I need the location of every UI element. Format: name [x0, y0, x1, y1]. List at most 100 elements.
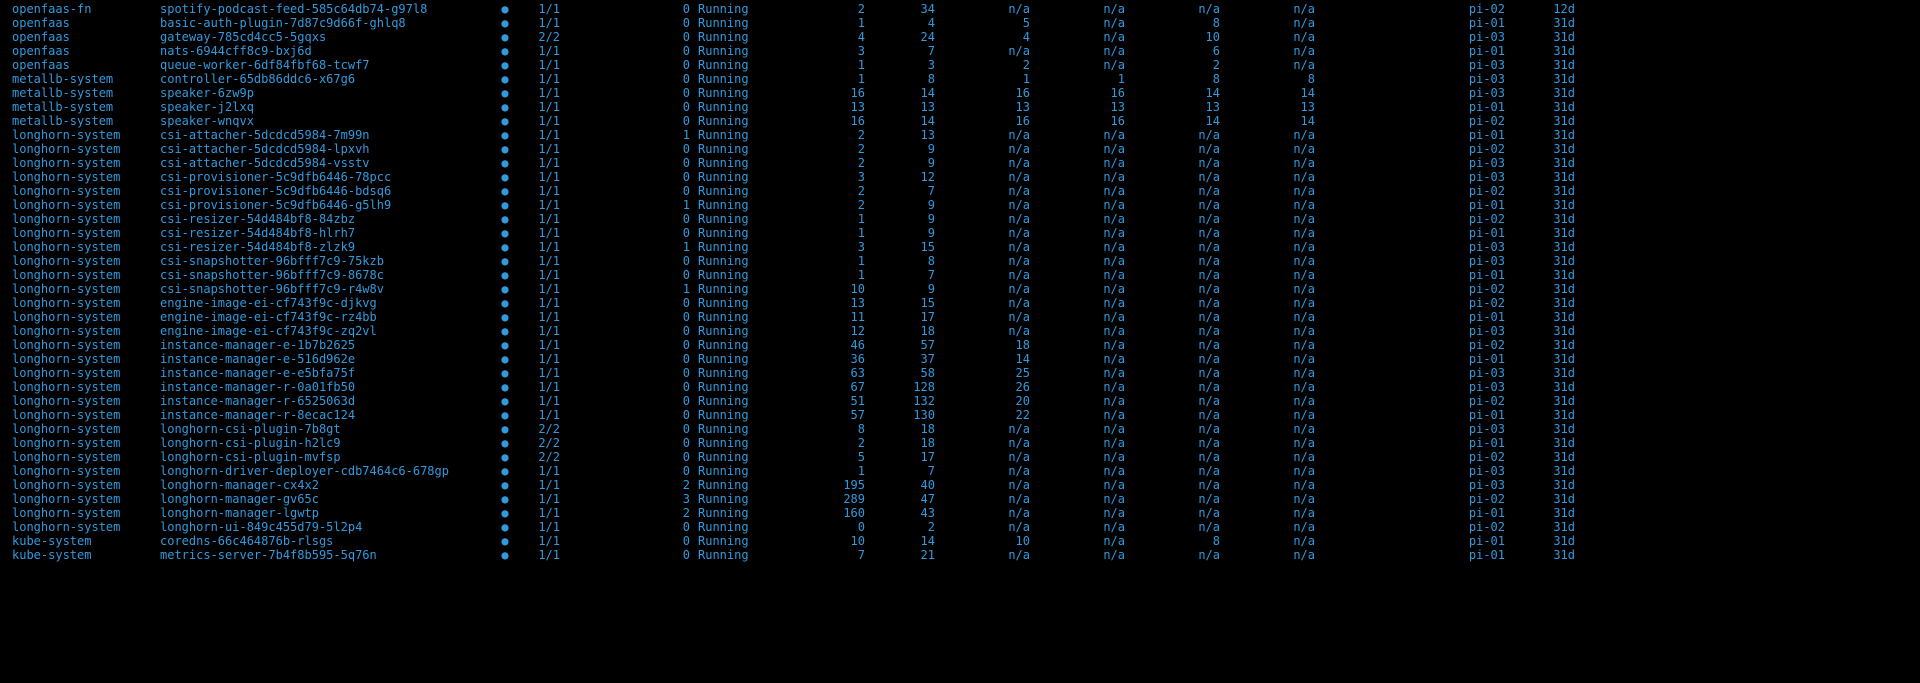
node-cell: pi-03 [1315, 72, 1505, 86]
metric-mem-lim-cell: n/a [1220, 156, 1315, 170]
metric-mem-req-cell: n/a [1125, 352, 1220, 366]
metric-cpu-req-cell: n/a [935, 212, 1030, 226]
ready-cell: 1/1 [520, 2, 560, 16]
status-cell: Running [690, 492, 770, 506]
status-dot-icon: ● [490, 310, 520, 324]
metric-mem-lim-cell: n/a [1220, 184, 1315, 198]
metric-mem-cell: 17 [865, 310, 935, 324]
status-cell: Running [690, 198, 770, 212]
metric-mem-cell: 34 [865, 2, 935, 16]
node-cell: pi-01 [1315, 408, 1505, 422]
metric-cpu-req-cell: n/a [935, 492, 1030, 506]
pod-name-cell: engine-image-ei-cf743f9c-djkvg [160, 296, 490, 310]
restarts-cell: 0 [560, 184, 690, 198]
status-cell: Running [690, 128, 770, 142]
metric-mem-cell: 47 [865, 492, 935, 506]
metric-mem-req-cell: 14 [1125, 86, 1220, 100]
metric-mem-req-cell: n/a [1125, 198, 1220, 212]
metric-cpu-lim-cell: 16 [1030, 114, 1125, 128]
metric-cpu-cell: 5 [770, 450, 865, 464]
metric-cpu-lim-cell: n/a [1030, 198, 1125, 212]
table-row: longhorn-systemcsi-resizer-54d484bf8-zlz… [0, 240, 1920, 254]
status-dot-icon: ● [490, 30, 520, 44]
metric-cpu-lim-cell: 1 [1030, 72, 1125, 86]
metric-mem-lim-cell: n/a [1220, 366, 1315, 380]
status-dot-icon: ● [490, 450, 520, 464]
metric-cpu-lim-cell: n/a [1030, 268, 1125, 282]
metric-cpu-lim-cell: n/a [1030, 170, 1125, 184]
metric-cpu-req-cell: n/a [935, 282, 1030, 296]
table-row: longhorn-systemcsi-resizer-54d484bf8-hlr… [0, 226, 1920, 240]
ready-cell: 2/2 [520, 422, 560, 436]
pod-name-cell: instance-manager-e-516d962e [160, 352, 490, 366]
age-cell: 31d [1505, 170, 1575, 184]
metric-cpu-cell: 4 [770, 30, 865, 44]
table-row: longhorn-systemlonghorn-driver-deployer-… [0, 464, 1920, 478]
pod-name-cell: instance-manager-e-e5bfa75f [160, 366, 490, 380]
metric-cpu-cell: 8 [770, 422, 865, 436]
ready-cell: 1/1 [520, 142, 560, 156]
pod-name-cell: csi-snapshotter-96bfff7c9-75kzb [160, 254, 490, 268]
node-cell: pi-02 [1315, 2, 1505, 16]
metric-cpu-req-cell: n/a [935, 226, 1030, 240]
status-cell: Running [690, 338, 770, 352]
status-dot-icon: ● [490, 170, 520, 184]
metric-mem-lim-cell: n/a [1220, 268, 1315, 282]
restarts-cell: 0 [560, 100, 690, 114]
table-row: longhorn-systeminstance-manager-r-8ecac1… [0, 408, 1920, 422]
pod-name-cell: coredns-66c464876b-rlsgs [160, 534, 490, 548]
restarts-cell: 0 [560, 114, 690, 128]
node-cell: pi-01 [1315, 128, 1505, 142]
status-cell: Running [690, 394, 770, 408]
namespace-cell: longhorn-system [0, 324, 160, 338]
metric-cpu-lim-cell: n/a [1030, 16, 1125, 30]
metric-cpu-lim-cell: n/a [1030, 422, 1125, 436]
ready-cell: 1/1 [520, 492, 560, 506]
status-cell: Running [690, 156, 770, 170]
namespace-cell: longhorn-system [0, 478, 160, 492]
pod-name-cell: csi-provisioner-5c9dfb6446-g5lh9 [160, 198, 490, 212]
status-dot-icon: ● [490, 408, 520, 422]
pod-name-cell: longhorn-csi-plugin-mvfsp [160, 450, 490, 464]
metric-cpu-lim-cell: n/a [1030, 254, 1125, 268]
status-dot-icon: ● [490, 226, 520, 240]
status-dot-icon: ● [490, 2, 520, 16]
metric-mem-req-cell: n/a [1125, 226, 1220, 240]
node-cell: pi-03 [1315, 464, 1505, 478]
node-cell: pi-02 [1315, 184, 1505, 198]
metric-cpu-cell: 2 [770, 142, 865, 156]
namespace-cell: kube-system [0, 534, 160, 548]
metric-cpu-cell: 1 [770, 58, 865, 72]
metric-mem-lim-cell: n/a [1220, 44, 1315, 58]
status-dot-icon: ● [490, 100, 520, 114]
status-cell: Running [690, 408, 770, 422]
status-dot-icon: ● [490, 296, 520, 310]
metric-cpu-lim-cell: n/a [1030, 58, 1125, 72]
pod-name-cell: metrics-server-7b4f8b595-5q76n [160, 548, 490, 562]
status-dot-icon: ● [490, 520, 520, 534]
metric-mem-req-cell: n/a [1125, 268, 1220, 282]
ready-cell: 2/2 [520, 450, 560, 464]
metric-mem-req-cell: n/a [1125, 506, 1220, 520]
metric-cpu-req-cell: 18 [935, 338, 1030, 352]
ready-cell: 1/1 [520, 520, 560, 534]
metric-mem-req-cell: 10 [1125, 30, 1220, 44]
status-cell: Running [690, 170, 770, 184]
metric-mem-req-cell: n/a [1125, 212, 1220, 226]
status-dot-icon: ● [490, 86, 520, 100]
node-cell: pi-02 [1315, 114, 1505, 128]
metric-cpu-req-cell: 22 [935, 408, 1030, 422]
metric-cpu-req-cell: n/a [935, 464, 1030, 478]
restarts-cell: 0 [560, 72, 690, 86]
status-cell: Running [690, 142, 770, 156]
pod-name-cell: queue-worker-6df84fbf68-tcwf7 [160, 58, 490, 72]
node-cell: pi-03 [1315, 86, 1505, 100]
restarts-cell: 1 [560, 240, 690, 254]
metric-mem-cell: 37 [865, 352, 935, 366]
metric-cpu-req-cell: 25 [935, 366, 1030, 380]
ready-cell: 1/1 [520, 114, 560, 128]
metric-mem-req-cell: n/a [1125, 254, 1220, 268]
metric-mem-cell: 132 [865, 394, 935, 408]
metric-mem-req-cell: 2 [1125, 58, 1220, 72]
metric-cpu-req-cell: n/a [935, 2, 1030, 16]
